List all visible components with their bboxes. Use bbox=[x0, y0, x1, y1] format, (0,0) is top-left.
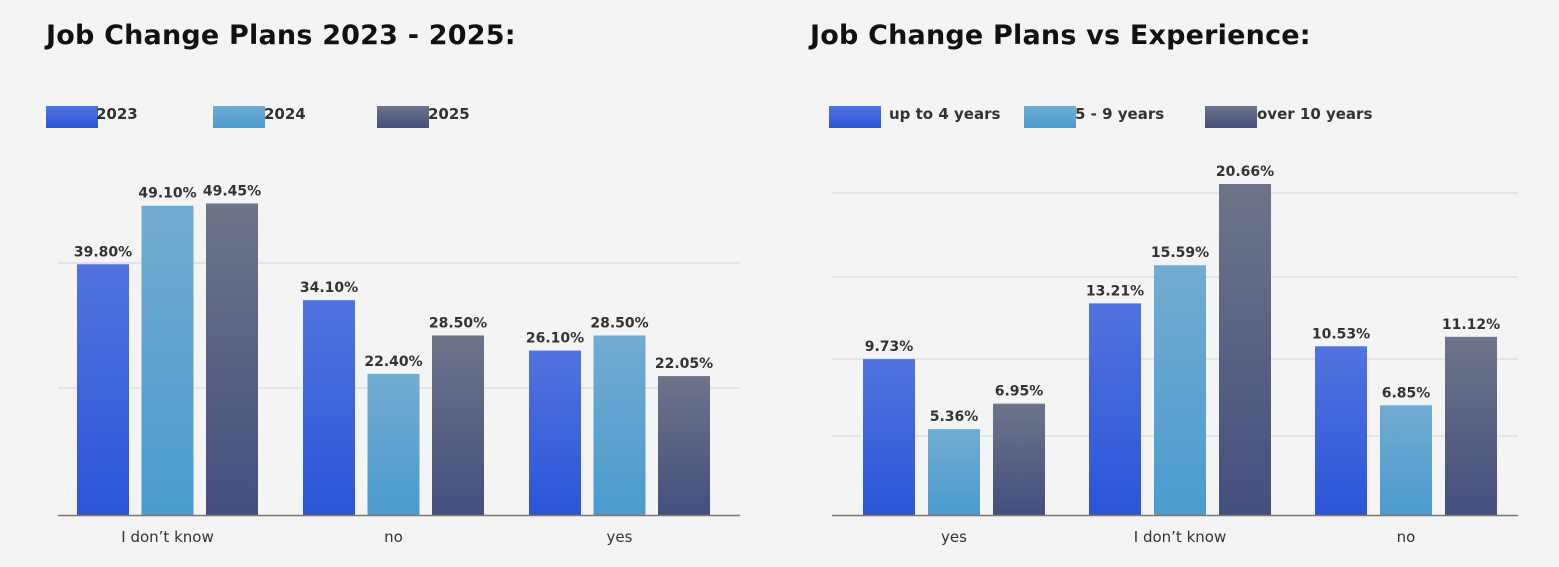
bar-over-10-years-yes bbox=[993, 403, 1045, 515]
bar-up-to-4-years-yes bbox=[863, 359, 915, 515]
legend-swatch bbox=[1205, 106, 1257, 128]
data-label: 34.10% bbox=[300, 280, 358, 296]
bar-2024-i-don-t-know bbox=[141, 205, 194, 516]
data-label: 5.36% bbox=[930, 409, 979, 425]
bar-2025-i-don-t-know bbox=[206, 203, 258, 515]
bar-2024-yes bbox=[593, 335, 646, 515]
bar-5-9-years-yes bbox=[928, 429, 980, 515]
bar-chart-job-change-plans: 39.80% 49.10% 49.45% I don’t know 34.10% 22.4… bbox=[58, 183, 740, 546]
bar-2023-no bbox=[303, 300, 355, 515]
data-label: 28.50% bbox=[429, 315, 487, 331]
data-label: 26.10% bbox=[526, 331, 584, 347]
category-label-i-don-t-know: I don’t know bbox=[1134, 528, 1226, 546]
bar-2025-yes bbox=[658, 376, 710, 515]
legend-swatch bbox=[377, 106, 429, 128]
legend-swatch bbox=[1024, 106, 1076, 128]
bar-2024-no bbox=[367, 373, 420, 515]
bar-over-10-years-i-don-t-know bbox=[1219, 184, 1271, 515]
bar-2023-yes bbox=[529, 350, 581, 515]
data-label: 9.73% bbox=[865, 339, 914, 355]
category-label-yes: yes bbox=[607, 528, 633, 546]
legend-label: 2024 bbox=[264, 105, 306, 123]
legend-swatch bbox=[829, 106, 881, 128]
legend-label: 2023 bbox=[96, 105, 138, 123]
chart-title-experience: Job Change Plans vs Experience: bbox=[810, 20, 1311, 51]
data-label: 10.53% bbox=[1312, 326, 1370, 342]
data-label: 49.45% bbox=[203, 183, 261, 199]
data-label: 6.85% bbox=[1382, 385, 1431, 401]
data-label: 13.21% bbox=[1086, 283, 1144, 299]
data-label: 6.95% bbox=[995, 384, 1044, 400]
bar-up-to-4-years-no bbox=[1315, 346, 1367, 515]
chart-title-job-change-plans: Job Change Plans 2023 - 2025: bbox=[46, 20, 516, 51]
bar-5-9-years-no bbox=[1380, 405, 1432, 515]
bar-over-10-years-no bbox=[1445, 336, 1497, 515]
data-label: 49.10% bbox=[138, 186, 196, 202]
legend-swatch bbox=[46, 106, 98, 128]
data-label: 22.40% bbox=[364, 354, 422, 370]
category-label-yes: yes bbox=[941, 528, 967, 546]
bar-up-to-4-years-i-don-t-know bbox=[1089, 303, 1141, 515]
category-label-i-don-t-know: I don’t know bbox=[121, 528, 213, 546]
data-label: 39.80% bbox=[74, 244, 132, 260]
bar-5-9-years-i-don-t-know bbox=[1154, 265, 1206, 515]
category-label-no: no bbox=[1397, 528, 1416, 546]
data-label: 11.12% bbox=[1442, 317, 1500, 333]
legend-label: 5 - 9 years bbox=[1075, 105, 1165, 123]
data-label: 28.50% bbox=[590, 315, 648, 331]
legend-swatch bbox=[213, 106, 265, 128]
legend-label: 2025 bbox=[428, 105, 470, 123]
data-label: 20.66% bbox=[1216, 164, 1274, 180]
data-label: 22.05% bbox=[655, 356, 713, 372]
data-label: 15.59% bbox=[1151, 245, 1209, 261]
legend-label: over 10 years bbox=[1257, 105, 1373, 123]
category-label-no: no bbox=[384, 528, 403, 546]
bar-2025-no bbox=[432, 335, 484, 515]
bar-2023-i-don-t-know bbox=[77, 264, 129, 515]
legend-label: up to 4 years bbox=[889, 105, 1001, 123]
